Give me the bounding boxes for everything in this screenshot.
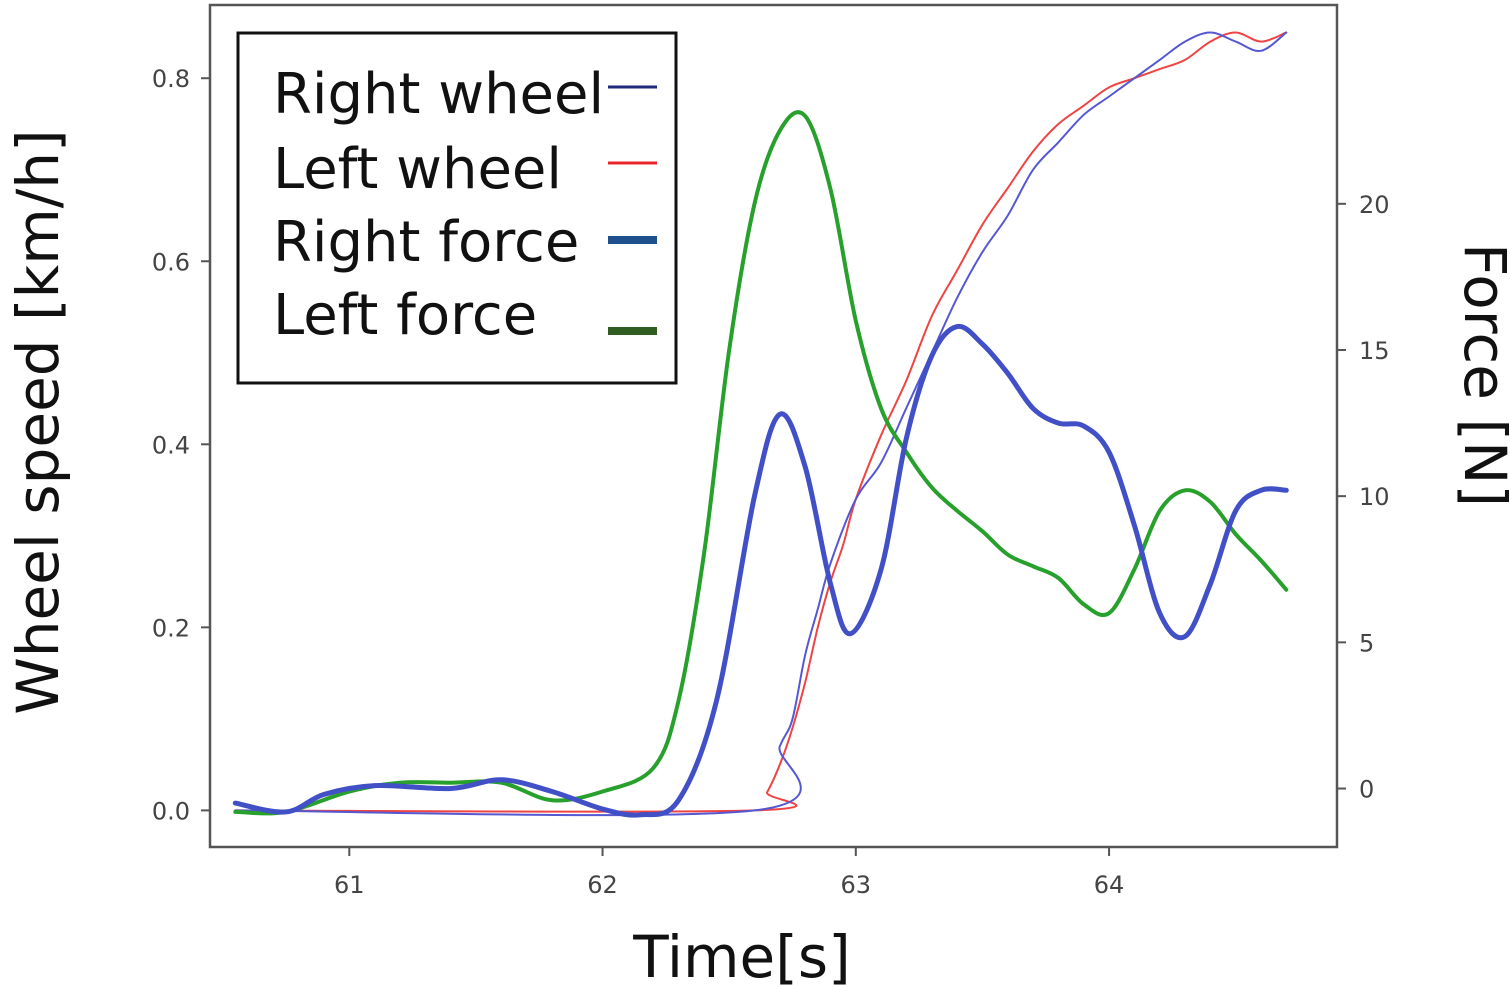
y-tick-label: 0.6: [152, 248, 190, 276]
legend-label: Right wheel: [273, 62, 604, 127]
series-line-left-force: [233, 110, 1289, 816]
series-line-left-wheel: [234, 31, 1288, 813]
y-tick-label: 0.8: [152, 65, 190, 93]
ticks-layer: 61 62 63 64 0.0 0.2 0.4 0.6 0.8 0 5 10 15 20: [152, 65, 1390, 899]
y-tick-label: 0.0: [152, 797, 190, 825]
legend-label: Left force: [273, 283, 537, 348]
y2-tick-label: 15: [1359, 337, 1390, 365]
x-tick-label: 64: [1094, 871, 1125, 899]
y-tick-label: 0.2: [152, 614, 190, 642]
y2-tick-label: 10: [1359, 483, 1390, 511]
plot-frame: [208, 3, 1339, 849]
y2-axis-title: Force [N]: [1451, 243, 1510, 507]
x-axis-title: Time[s]: [632, 923, 850, 985]
legend-box: [236, 31, 678, 385]
series-line-right-wheel: [234, 31, 1288, 817]
x-tick-label: 62: [587, 871, 618, 899]
legend-label: Left wheel: [273, 137, 562, 202]
y2-tick-label: 0: [1359, 776, 1374, 804]
legend: Right wheel Left wheel Right force Left …: [236, 31, 678, 385]
y-axis-title: Wheel speed [km/h]: [4, 129, 72, 714]
x-tick-label: 61: [334, 871, 365, 899]
y2-tick-label: 20: [1359, 191, 1390, 219]
y2-tick-label: 5: [1359, 629, 1374, 657]
series-layer: [232, 31, 1289, 818]
legend-label: Right force: [273, 210, 579, 275]
x-tick-label: 63: [841, 871, 872, 899]
series-line-right-force: [232, 323, 1289, 818]
y-tick-label: 0.4: [152, 431, 190, 459]
